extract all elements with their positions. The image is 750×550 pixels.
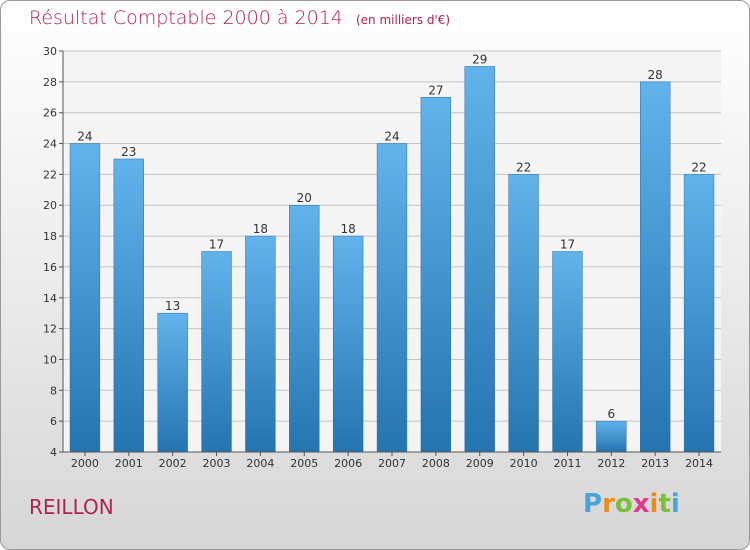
- chart-title: Résultat Comptable 2000 à 2014 (en milli…: [29, 7, 450, 29]
- x-axis: 2000 2001 2002 2003 2004 2005 2006 2007 2008 2009…: [63, 451, 721, 470]
- bar: [376, 143, 408, 453]
- x-tick-label: 2010: [510, 457, 538, 470]
- data-label: 29: [472, 52, 487, 66]
- y-tick-label: 30: [43, 45, 57, 58]
- x-tick-label: 2013: [641, 457, 669, 470]
- y-axis: 4 6 8 10 12 14 16 18 20 22 24 26 28 30: [43, 45, 64, 459]
- data-label: 28: [648, 68, 663, 82]
- y-tick-label: 8: [50, 384, 57, 397]
- y-tick-label: 24: [43, 138, 57, 151]
- y-tick-label: 16: [43, 261, 57, 274]
- x-tick-label: 2011: [553, 457, 581, 470]
- y-tick-label: 26: [43, 107, 57, 120]
- bar: [245, 235, 276, 453]
- data-label: 13: [165, 299, 180, 313]
- bar: [683, 174, 715, 453]
- x-tick-label: 2005: [290, 457, 318, 470]
- data-label: 18: [253, 222, 268, 236]
- bar: [113, 158, 144, 453]
- bar: [420, 97, 452, 453]
- bar: [552, 251, 583, 453]
- x-tick-label: 2003: [203, 457, 231, 470]
- bars: [69, 66, 715, 453]
- x-tick-label: 2009: [466, 457, 494, 470]
- y-tick-label: 10: [43, 353, 57, 366]
- title-main: Résultat Comptable 2000 à 2014: [29, 7, 343, 29]
- y-tick-label: 28: [43, 76, 57, 89]
- bar: [464, 66, 495, 453]
- commune-name: REILLON: [29, 495, 114, 519]
- x-tick-label: 2002: [159, 457, 187, 470]
- bar: [640, 81, 671, 453]
- x-tick-label: 2012: [597, 457, 625, 470]
- data-label: 6: [608, 407, 616, 421]
- bar: [289, 204, 320, 453]
- bar: [332, 235, 364, 453]
- x-tick-label: 2001: [115, 457, 143, 470]
- bar: [157, 312, 188, 453]
- data-label: 24: [77, 130, 92, 144]
- x-tick-label: 2007: [378, 457, 406, 470]
- y-tick-label: 20: [43, 199, 57, 212]
- bar: [596, 420, 627, 453]
- x-tick-label: 2004: [246, 457, 274, 470]
- data-label: 17: [560, 238, 575, 252]
- x-tick-label: 2000: [71, 457, 99, 470]
- bar: [508, 174, 539, 453]
- data-label: 22: [691, 160, 706, 174]
- data-labels: 24 23 13 17 18 20 18 24 27 29 22 17 6 28 22: [77, 52, 706, 421]
- data-label: 24: [384, 130, 399, 144]
- y-tick-label: 12: [43, 323, 57, 336]
- y-tick-label: 14: [43, 292, 57, 305]
- x-tick-label: 2006: [334, 457, 362, 470]
- y-tick-label: 6: [50, 415, 57, 428]
- y-tick-label: 4: [50, 446, 57, 459]
- proxiti-logo: Proxiti: [583, 489, 680, 519]
- data-label: 20: [297, 191, 312, 205]
- data-label: 27: [428, 83, 443, 97]
- y-tick-label: 18: [43, 230, 57, 243]
- data-label: 23: [121, 145, 136, 159]
- title-unit: (en milliers d'€): [355, 13, 451, 27]
- y-tick-label: 22: [43, 168, 57, 181]
- x-tick-label: 2014: [685, 457, 713, 470]
- bar: [69, 143, 101, 453]
- data-label: 18: [340, 222, 355, 236]
- data-label: 22: [516, 160, 531, 174]
- x-tick-label: 2008: [422, 457, 450, 470]
- bar: [201, 251, 232, 453]
- data-label: 17: [209, 238, 224, 252]
